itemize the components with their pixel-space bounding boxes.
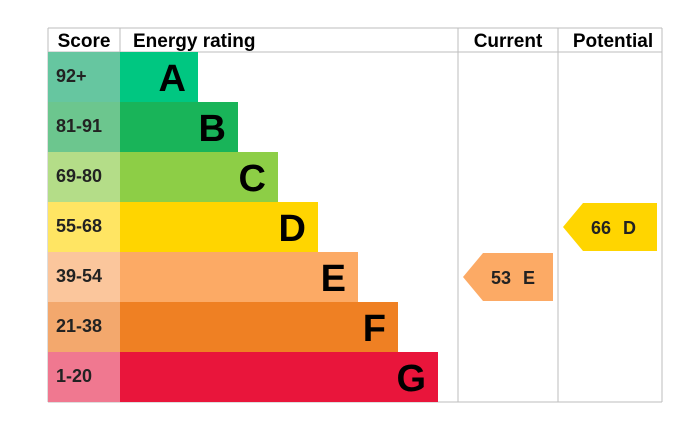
score-cell-b — [48, 102, 120, 152]
score-cell-g — [48, 352, 120, 402]
score-cell-c — [48, 152, 120, 202]
score-cell-d — [48, 202, 120, 252]
band-letter-f: F — [363, 308, 386, 350]
band-letter-g: G — [396, 358, 426, 400]
header-potential: Potential — [573, 31, 653, 52]
current-rating-band: E — [523, 268, 535, 288]
band-bar-b — [120, 102, 238, 152]
score-cell-f — [48, 302, 120, 352]
header-score: Score — [58, 31, 111, 52]
score-label-e: 39-54 — [56, 266, 102, 286]
score-label-a: 92+ — [56, 66, 87, 86]
band-bar-d — [120, 202, 318, 252]
header-current: Current — [474, 31, 543, 52]
band-bar-e — [120, 252, 358, 302]
band-letter-e: E — [321, 258, 346, 300]
score-cell-a — [48, 52, 120, 102]
band-letter-a: A — [159, 58, 186, 100]
score-label-c: 69-80 — [56, 166, 102, 186]
current-rating-value: 53 — [491, 268, 511, 288]
band-bar-a — [120, 52, 198, 102]
band-bar-g — [120, 352, 438, 402]
score-cell-e — [48, 252, 120, 302]
rating-bands: 92+ A 81-91 B 69-80 C 55-68 D 39-54 E 21-38 F 1-20 G — [48, 52, 438, 402]
band-letter-b: B — [199, 108, 226, 150]
score-label-f: 21-38 — [56, 316, 102, 336]
band-bar-c — [120, 152, 278, 202]
band-letter-c: C — [239, 158, 266, 200]
header-energy-rating: Energy rating — [133, 31, 255, 52]
band-bar-f — [120, 302, 398, 352]
score-label-b: 81-91 — [56, 116, 102, 136]
rating-indicators: 53 E 66 D — [463, 203, 657, 301]
band-letter-d: D — [279, 208, 306, 250]
score-label-g: 1-20 — [56, 366, 92, 386]
potential-rating-value: 66 — [591, 218, 611, 238]
potential-rating-arrow — [563, 203, 657, 251]
current-rating-arrow — [463, 253, 553, 301]
score-label-d: 55-68 — [56, 216, 102, 236]
potential-rating-band: D — [623, 218, 636, 238]
